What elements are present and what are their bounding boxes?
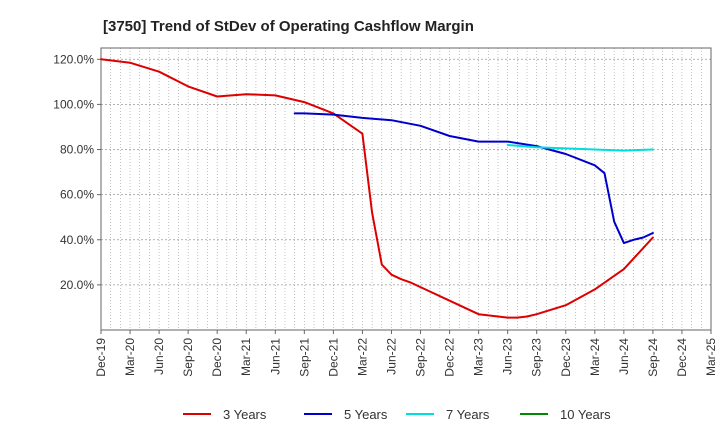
x-tick-label: Dec-23 [559,338,573,377]
x-tick-label: Jun-23 [501,338,515,375]
legend-label: 7 Years [446,407,490,422]
series-line-3-years [100,58,654,319]
x-tick-label: Jun-22 [384,338,398,375]
chart-title: [3750] Trend of StDev of Operating Cashf… [103,18,474,35]
y-tick-label: 120.0% [53,52,94,66]
y-tick-label: 80.0% [60,143,94,157]
x-tick-label: Jun-20 [152,338,166,375]
x-tick-label: Mar-22 [355,338,369,376]
series-line-7-years [506,144,654,152]
x-tick-label: Mar-20 [123,338,137,376]
x-tick-label: Dec-22 [443,338,457,377]
series-layer [100,58,654,319]
y-tick-label: 100.0% [53,97,94,111]
x-tick-label: Sep-23 [530,338,544,377]
x-tick-label: Sep-21 [297,338,311,377]
x-tick-label: Jun-24 [617,338,631,375]
legend-label: 10 Years [560,407,611,422]
y-tick-label: 20.0% [60,278,94,292]
x-tick-label: Jun-21 [268,338,282,375]
legend: 3 Years 5 Years 7 Years 10 Years [183,407,611,422]
x-tick-label: Dec-21 [326,338,340,377]
y-tick-label: 60.0% [60,188,94,202]
x-tick-label: Dec-19 [94,338,108,377]
y-axis: 20.0% 40.0% 60.0% 80.0% 100.0% 120.0% [53,52,101,292]
x-tick-label: Sep-24 [646,338,660,377]
x-tick-label: Mar-23 [472,338,486,376]
y-tick-label: 40.0% [60,233,94,247]
x-tick-label: Sep-22 [414,338,428,377]
x-axis: Dec-19 Mar-20 Jun-20 Sep-20 Dec-20 Mar-21 Jun-… [94,330,718,377]
x-tick-label: Mar-25 [704,338,718,376]
legend-label: 5 Years [344,407,388,422]
plot-area-frame [100,47,712,331]
legend-label: 3 Years [223,407,267,422]
x-tick-label: Mar-24 [588,338,602,376]
grid-layer [100,48,712,330]
x-tick-label: Dec-24 [675,338,689,377]
x-tick-label: Dec-20 [210,338,224,377]
series-line-5-years [293,112,654,245]
x-tick-label: Mar-21 [239,338,253,376]
x-tick-label: Sep-20 [181,338,195,377]
